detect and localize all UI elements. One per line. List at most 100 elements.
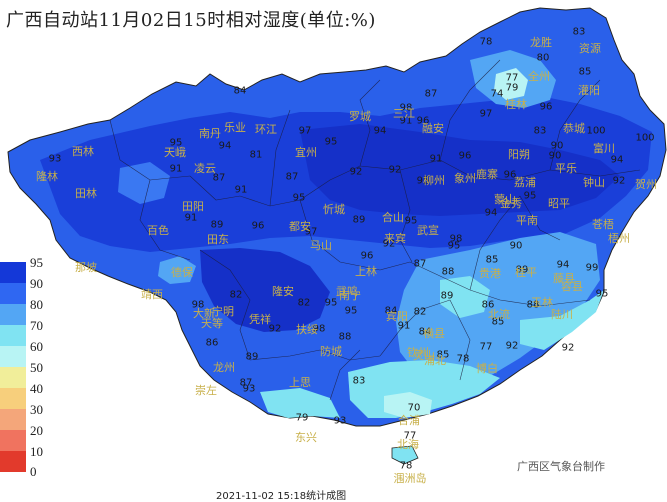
place-name: 浦北 — [424, 354, 446, 367]
legend-tick: 95 — [30, 255, 43, 270]
humidity-value: 95 — [292, 192, 306, 204]
humidity-value: 92 — [349, 166, 363, 178]
place-name: 钦州 — [407, 346, 429, 359]
humidity-value: 78 — [456, 353, 470, 365]
humidity-value: 95 — [416, 175, 430, 187]
place-name: 荔浦 — [514, 176, 536, 189]
humidity-value: 82 — [297, 297, 311, 309]
humidity-value: 77 — [403, 430, 417, 442]
humidity-value: 90 — [550, 140, 564, 152]
legend: 95 90 80 70 60 50 40 30 20 10 0 — [0, 255, 56, 479]
humidity-value: 95 — [523, 190, 537, 202]
place-name: 崇左 — [195, 384, 217, 397]
humidity-value: 89 — [352, 214, 366, 226]
humidity-value: 92 — [268, 323, 282, 335]
place-name: 上林 — [355, 265, 377, 278]
humidity-value: 96 — [503, 169, 517, 181]
place-name: 象州 — [454, 172, 476, 185]
place-name: 资源 — [579, 42, 601, 55]
legend-swatch — [0, 367, 26, 388]
place-name: 陆川 — [551, 308, 573, 321]
legend-row: 10 0 — [0, 444, 56, 479]
humidity-value: 77 — [479, 341, 493, 353]
place-name: 都安 — [289, 220, 311, 233]
place-name: 宜州 — [295, 146, 317, 159]
place-name: 桂林 — [505, 98, 527, 111]
place-name: 藤县 — [553, 272, 575, 285]
place-name: 扶绥 — [296, 323, 318, 336]
place-name: 蒙山 — [494, 193, 516, 206]
humidity-value: 89 — [210, 219, 224, 231]
humidity-value: 96 — [539, 101, 553, 113]
place-name: 贺州 — [635, 178, 657, 191]
place-name: 武宣 — [417, 224, 439, 237]
place-name: 隆安 — [272, 285, 294, 298]
place-name: 全州 — [528, 70, 550, 83]
legend-tick: 40 — [30, 381, 43, 396]
humidity-value: 93 — [48, 153, 62, 165]
legend-swatch — [0, 451, 26, 472]
humidity-value: 96 — [458, 150, 472, 162]
humidity-value: 88 — [526, 299, 540, 311]
place-name: 德保 — [171, 266, 193, 279]
humidity-value: 91 — [397, 320, 411, 332]
place-name: 西林 — [72, 145, 94, 158]
humidity-value: 98 — [449, 233, 463, 245]
humidity-value: 86 — [205, 337, 219, 349]
humidity-value: 78 — [479, 36, 493, 48]
humidity-value: 74 — [490, 88, 504, 100]
place-name: 灵山 — [413, 349, 435, 362]
humidity-value: 95 — [344, 305, 358, 317]
humidity-value: 93 — [242, 383, 256, 395]
legend-tick-zero: 0 — [30, 464, 37, 479]
humidity-value: 95 — [324, 297, 338, 309]
humidity-value: 87 — [285, 171, 299, 183]
humidity-value: 91 — [169, 163, 183, 175]
map-fill — [7, 7, 667, 465]
footer-timestamp: 2021-11-02 15:18统计成图 — [216, 491, 347, 502]
place-name: 阳朔 — [508, 148, 530, 161]
place-name: 横县 — [423, 327, 445, 340]
humidity-value: 78 — [399, 460, 413, 472]
place-name: 龙州 — [213, 361, 235, 374]
legend-swatch — [0, 409, 26, 430]
legend-row: 40 — [0, 381, 56, 409]
humidity-value: 87 — [424, 88, 438, 100]
legend-tick: 10 — [30, 444, 43, 459]
place-name: 天峨 — [164, 146, 186, 159]
place-name: 百色 — [147, 224, 169, 237]
place-name: 富川 — [593, 142, 615, 155]
humidity-value: 99 — [585, 262, 599, 274]
place-name: 忻城 — [323, 203, 345, 216]
humidity-value: 97 — [298, 125, 312, 137]
place-name: 宾阳 — [386, 310, 408, 323]
place-name: 武鸣 — [336, 285, 358, 298]
place-name: 平乐 — [555, 162, 577, 175]
humidity-value: 86 — [481, 299, 495, 311]
place-name: 三江 — [393, 107, 415, 120]
place-name: 田东 — [207, 233, 229, 246]
legend-row: 90 — [0, 276, 56, 304]
place-name: 马山 — [310, 239, 332, 252]
humidity-value: 90 — [509, 240, 523, 252]
humidity-value: 95 — [404, 215, 418, 227]
humidity-value: 96 — [251, 220, 265, 232]
place-name: 容县 — [561, 280, 583, 293]
humidity-value: 91 — [399, 115, 413, 127]
legend-swatch — [0, 304, 26, 325]
humidity-value: 98 — [399, 102, 413, 114]
place-name: 灌阳 — [578, 84, 600, 97]
credit-text: 广西区气象台制作 — [517, 460, 605, 473]
humidity-value: 79 — [505, 82, 519, 94]
humidity-value: 82 — [413, 306, 427, 318]
humidity-value: 84 — [418, 326, 432, 338]
humidity-value: 95 — [324, 136, 338, 148]
place-name: 融安 — [422, 122, 444, 135]
humidity-value: 87 — [413, 258, 427, 270]
place-name: 环江 — [255, 123, 277, 136]
humidity-value: 77 — [505, 72, 519, 84]
place-name: 涠洲岛 — [393, 472, 427, 485]
legend-tick: 60 — [30, 339, 43, 354]
humidity-value: 93 — [333, 415, 347, 427]
